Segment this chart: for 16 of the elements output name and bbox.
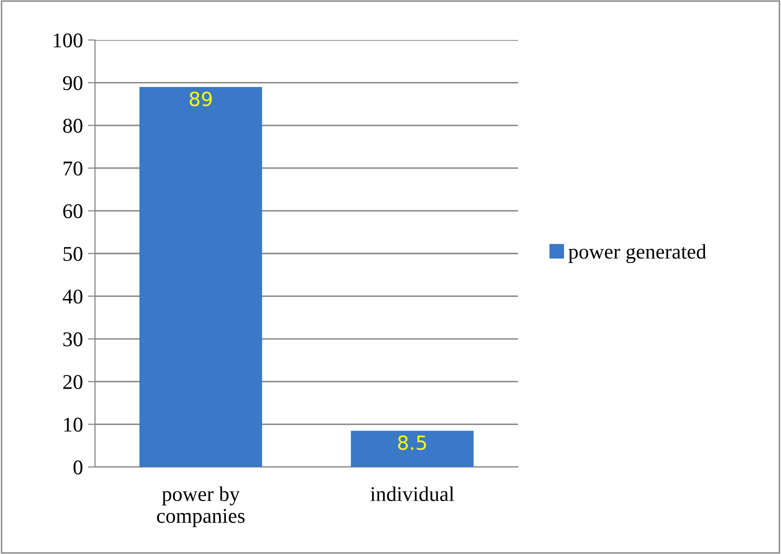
y-tick-label: 90 — [63, 76, 82, 90]
y-tick-label: 10 — [64, 418, 82, 432]
x-tick-label: power by companies — [156, 486, 245, 528]
data-label: 89 — [190, 92, 212, 106]
y-tick-label: 0 — [74, 460, 82, 474]
y-tick-label: 60 — [63, 204, 82, 218]
y-tick-label: 50 — [64, 246, 82, 261]
y-tick-label: 20 — [63, 374, 82, 390]
y-tick-label: 40 — [62, 290, 82, 304]
legend-label: power generated — [568, 244, 706, 264]
y-tick-label: 70 — [64, 161, 82, 176]
y-tick-label: 30 — [63, 332, 82, 346]
y-tick-label: 100 — [54, 33, 82, 48]
y-tick-label: 80 — [63, 118, 82, 133]
x-tick-label: individual — [370, 486, 454, 502]
data-label: 8.5 — [398, 435, 426, 450]
